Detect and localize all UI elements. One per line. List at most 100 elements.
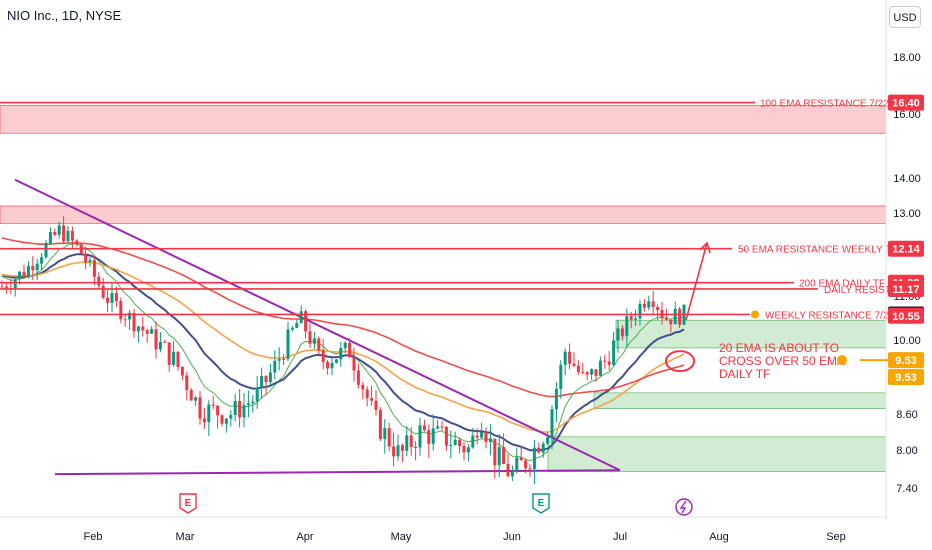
candle <box>524 458 528 474</box>
support-zone-8 <box>547 436 887 472</box>
candle <box>532 439 536 484</box>
candle <box>378 407 382 441</box>
candle <box>475 428 479 445</box>
support-zone-10 <box>615 319 887 349</box>
candle <box>348 337 352 358</box>
candle <box>123 314 127 327</box>
candle <box>330 357 334 376</box>
candle <box>242 393 246 428</box>
candle <box>678 306 682 329</box>
candle <box>189 387 193 401</box>
candle <box>414 441 418 461</box>
candle <box>97 272 101 289</box>
candle <box>128 310 132 330</box>
candle <box>44 240 48 259</box>
candle <box>418 417 422 456</box>
candle <box>638 300 642 326</box>
bolt-icon <box>679 500 687 514</box>
ema-20-line <box>1 243 685 462</box>
candle <box>431 414 435 451</box>
candle <box>572 352 576 368</box>
candle <box>458 437 462 454</box>
y-tick-label: 8.00 <box>896 445 917 457</box>
candle <box>634 309 638 327</box>
earnings-label: E <box>538 498 545 509</box>
candle <box>356 363 360 389</box>
candle <box>260 367 264 399</box>
candle <box>647 295 651 311</box>
y-tick-label: 18.00 <box>893 52 921 64</box>
price-tag: 9.53 <box>888 352 924 369</box>
price-tag-label: 16.40 <box>892 98 920 110</box>
y-tick-label: 16.00 <box>893 109 921 121</box>
price-tag-label: 11.17 <box>893 284 920 296</box>
candle <box>392 432 396 467</box>
y-tick-label: 7.40 <box>896 483 917 495</box>
time-axis: Feb Mar Apr May Jun Jul Aug Sep <box>0 516 886 543</box>
candle <box>541 441 545 458</box>
y-tick-label: 13.00 <box>893 208 921 220</box>
candle <box>0 280 4 288</box>
candle <box>581 362 585 375</box>
level-annotation: 100 EMA RESISTANCE 7/22 <box>760 99 889 110</box>
candle <box>409 427 413 456</box>
candle <box>13 276 17 297</box>
candle <box>326 359 330 375</box>
candle <box>220 414 224 427</box>
candle <box>471 428 475 449</box>
candle <box>48 227 52 246</box>
candle <box>268 363 272 388</box>
candle <box>150 326 154 335</box>
note-line: CROSS OVER 50 EMA <box>719 354 845 368</box>
price-tag-label: 9.53 <box>895 372 916 384</box>
candle <box>607 351 611 371</box>
candle <box>598 356 602 377</box>
candle <box>642 298 646 312</box>
candle <box>365 386 369 407</box>
support-trendline <box>54 469 621 476</box>
y-tick-label: 10.00 <box>893 335 921 347</box>
candle <box>172 340 176 367</box>
candle <box>66 225 70 244</box>
dividend-icon <box>675 498 693 516</box>
price-tag: 11.17 <box>888 280 924 297</box>
candle <box>497 434 501 478</box>
earnings-label: E <box>185 498 192 509</box>
x-tick-label: Feb <box>84 531 103 543</box>
price-axis: 18.0016.0014.0013.0011.0010.008.608.007.… <box>860 0 924 520</box>
earnings-marker: E <box>179 493 197 514</box>
candle <box>480 422 484 440</box>
ema-lines <box>1 178 685 476</box>
support-zone-9 <box>593 392 887 410</box>
candle <box>466 444 470 462</box>
candle <box>462 442 466 461</box>
candle <box>277 347 281 371</box>
candle <box>264 375 268 395</box>
candle <box>290 326 294 332</box>
candle <box>308 323 312 348</box>
x-tick-label: Jun <box>503 531 521 543</box>
candle <box>106 289 110 313</box>
crossover-circle <box>665 350 695 373</box>
candle <box>246 390 250 418</box>
candle <box>26 260 30 279</box>
candle <box>321 338 325 370</box>
y-tick-label: 8.60 <box>896 409 917 421</box>
currency-button[interactable]: USD <box>889 6 921 28</box>
candle <box>339 342 343 367</box>
candle <box>387 422 391 452</box>
candle <box>620 325 624 341</box>
candle <box>449 430 453 459</box>
x-tick-label: Mar <box>176 531 195 543</box>
candle <box>22 264 26 279</box>
candle <box>506 454 510 478</box>
level-annotation: 200 EMA DAILY TF <box>799 279 885 290</box>
levels: 100 EMA RESISTANCE 7/22 50 EMA RESISTANCE… <box>0 99 918 321</box>
candle <box>440 421 444 431</box>
candle <box>132 308 136 338</box>
target-arrow <box>685 242 708 321</box>
candle <box>136 325 140 343</box>
candle <box>255 375 259 409</box>
